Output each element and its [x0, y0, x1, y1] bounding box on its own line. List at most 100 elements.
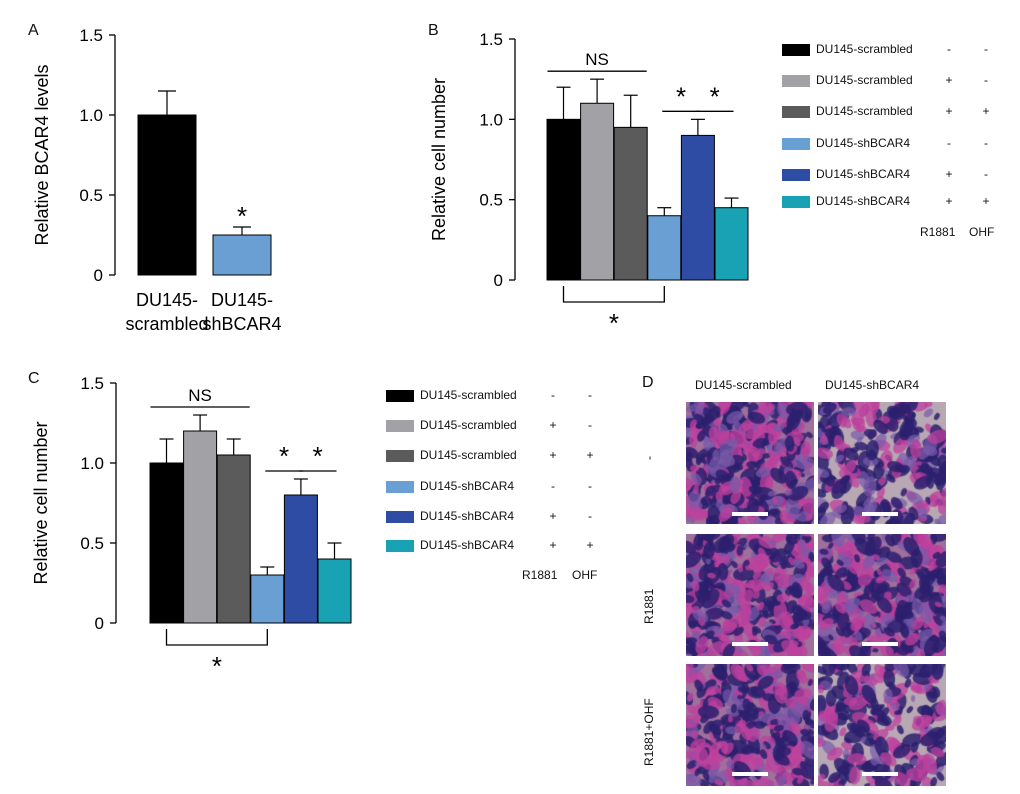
bar — [183, 430, 218, 624]
bar — [680, 134, 715, 281]
scale-bar — [732, 772, 768, 776]
row-label-r1881-ohf: R1881+OHF — [642, 698, 656, 766]
significance-marker: * — [279, 441, 289, 471]
bar — [137, 114, 197, 276]
legend-r1881-value: - — [947, 42, 951, 56]
significance-marker: * — [313, 441, 323, 471]
panel-label-b: B — [428, 22, 439, 39]
row-label-untreated: - — [642, 456, 656, 460]
micrograph-shbcar4-r1881-ohf — [818, 664, 946, 786]
legend-footer-ohf: OHF — [572, 568, 598, 582]
panel-label-a: A — [28, 22, 39, 39]
significance-marker: * — [676, 81, 686, 111]
legend-label: DU145-shBCAR4 — [420, 479, 515, 493]
legend-swatch — [782, 169, 810, 181]
legend-swatch — [782, 106, 810, 118]
legend-label: DU145-scrambled — [420, 448, 517, 462]
scale-bar — [862, 642, 898, 646]
y-tick-label: 1.0 — [80, 454, 104, 473]
legend-swatch — [386, 420, 414, 432]
bar — [250, 574, 285, 624]
legend-swatch — [386, 390, 414, 402]
scale-bar — [862, 772, 898, 776]
legend-footer-r1881: R1881 — [522, 568, 558, 582]
legend-label: DU145-shBCAR4 — [420, 509, 515, 523]
legend-ohf-value: - — [984, 167, 988, 181]
bar — [149, 462, 184, 624]
y-tick-label: 0 — [94, 266, 103, 285]
y-axis-title: Relative BCAR4 levels — [32, 64, 52, 245]
legend-label: DU145-shBCAR4 — [816, 194, 911, 208]
y-tick-label: 0.5 — [80, 534, 104, 553]
legend-swatch — [782, 44, 810, 56]
legend-label: DU145-shBCAR4 — [420, 538, 515, 552]
bar — [613, 126, 648, 281]
legend-ohf-value: - — [984, 42, 988, 56]
legend-r1881-value: - — [551, 388, 555, 402]
legend-ohf-value: + — [982, 104, 990, 118]
legend-ohf-value: - — [984, 73, 988, 87]
legend-ohf-value: - — [588, 509, 592, 523]
y-tick-label: 0.5 — [479, 191, 503, 210]
chart-a: 0 0.5 1.0 1.5 Relative BCAR4 levels * DU145-sc… — [32, 26, 282, 334]
legend-r1881-value: + — [945, 167, 953, 181]
legend-swatch — [782, 75, 810, 87]
y-tick-label: 0 — [494, 271, 503, 290]
legend-swatch — [386, 481, 414, 493]
legend-swatch — [386, 540, 414, 552]
significance-bracket — [562, 286, 665, 303]
bar — [580, 102, 615, 281]
bar — [317, 558, 352, 624]
legend-r1881-value: + — [549, 509, 557, 523]
legend-r1881-value: + — [549, 448, 557, 462]
legend-label: DU145-scrambled — [816, 73, 913, 87]
y-axis-title: Relative cell number — [31, 421, 51, 584]
legend-swatch — [782, 196, 810, 208]
legend-r1881-value: - — [551, 479, 555, 493]
significance-marker: * — [710, 81, 720, 111]
legend-swatch — [386, 511, 414, 523]
legend-swatch — [782, 138, 810, 150]
legend-r1881-value: - — [947, 136, 951, 150]
legend-label: DU145-scrambled — [420, 418, 517, 432]
y-tick-label: 0 — [95, 614, 104, 633]
legend-ohf-value: - — [588, 388, 592, 402]
x-category-label: DU145-scrambled — [125, 290, 208, 334]
col-header-scrambled: DU145-scrambled — [695, 378, 792, 392]
significance-marker: * — [212, 651, 222, 681]
significance-marker: NS — [188, 386, 212, 405]
legend-label: DU145-scrambled — [816, 42, 913, 56]
scale-bar — [862, 512, 898, 516]
bar — [647, 215, 682, 281]
row-label-r1881: R1881 — [642, 588, 656, 624]
legend-r1881-value: + — [945, 104, 953, 118]
significance-marker: NS — [585, 50, 609, 69]
y-tick-label: 1.5 — [479, 30, 503, 49]
bar — [546, 118, 581, 281]
legend-ohf-value: - — [588, 418, 592, 432]
y-tick-label: 1.5 — [80, 374, 104, 393]
legend-r1881-value: + — [945, 73, 953, 87]
panel-label-c: C — [28, 370, 40, 387]
legend-r1881-value: + — [549, 538, 557, 552]
bar — [714, 207, 749, 281]
legend-label: DU145-scrambled — [816, 104, 913, 118]
chart-c: 0 0.5 1.0 1.5 Relative cell number NS * * * — [31, 374, 352, 681]
bar — [212, 234, 272, 276]
panel-label-d: D — [642, 374, 654, 391]
micrograph-shbcar4-untreated — [818, 402, 946, 524]
significance-marker: * — [609, 308, 619, 338]
micrograph-scrambled-r1881 — [686, 534, 814, 656]
col-header-shbcar4: DU145-shBCAR4 — [825, 378, 920, 392]
legend-b: DU145-scrambled - - DU145-scrambled + - DU14… — [782, 42, 1012, 252]
y-tick-label: 0.5 — [79, 186, 103, 205]
legend-footer-r1881: R1881 — [920, 225, 956, 239]
legend-ohf-value: + — [586, 448, 594, 462]
significance-marker: * — [237, 201, 247, 231]
legend-ohf-value: + — [982, 194, 990, 208]
micrograph-scrambled-untreated — [686, 402, 814, 524]
scale-bar — [732, 642, 768, 646]
legend-ohf-value: - — [984, 136, 988, 150]
y-tick-label: 1.5 — [79, 26, 103, 45]
y-tick-label: 1.0 — [79, 106, 103, 125]
